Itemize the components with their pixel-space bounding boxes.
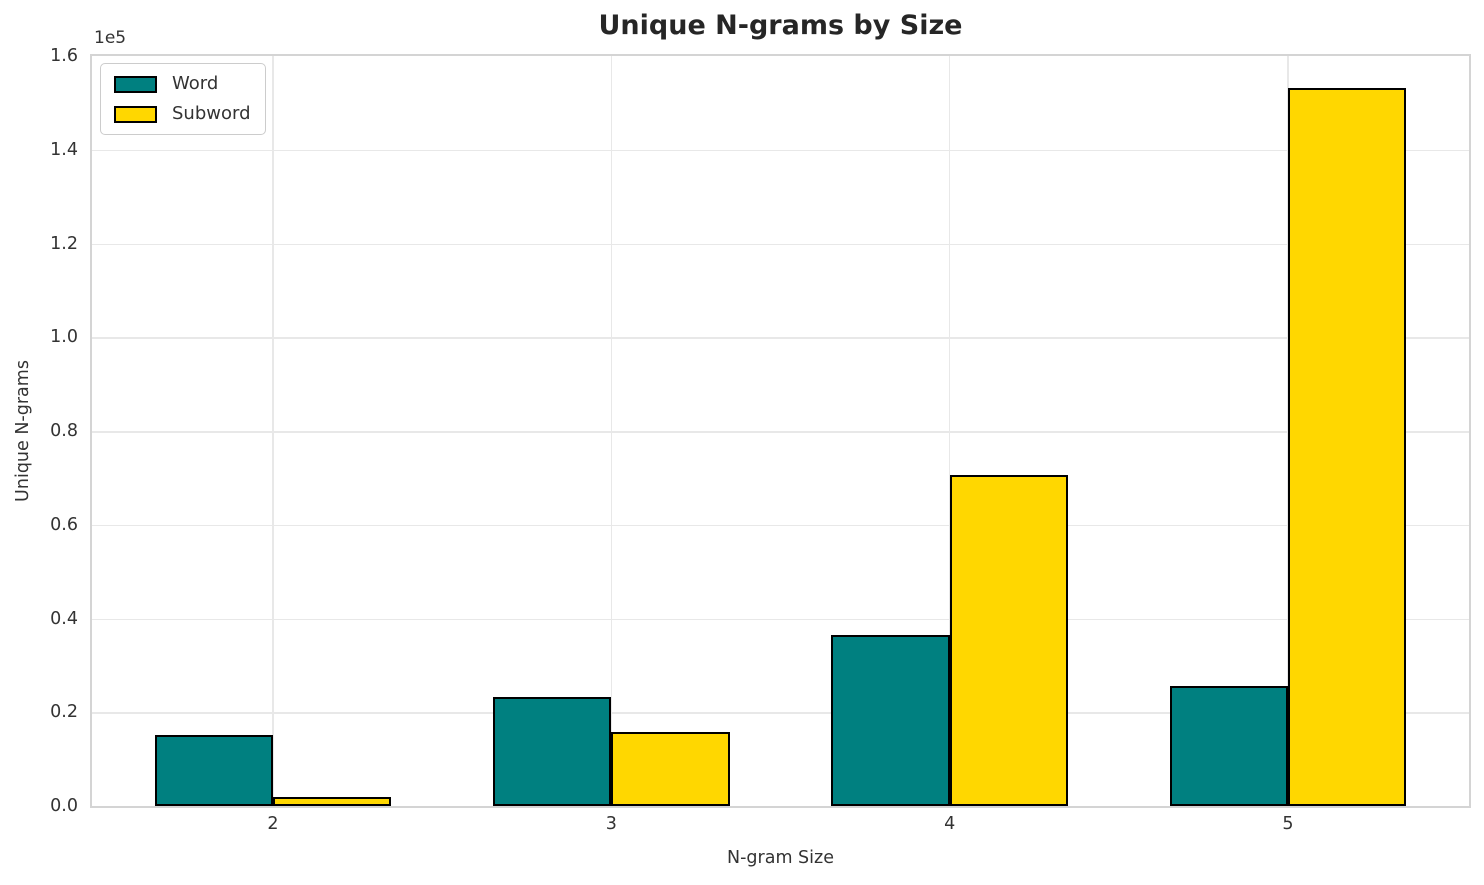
y-tick-label: 1.0 bbox=[50, 327, 78, 348]
legend-label-word: Word bbox=[172, 73, 219, 94]
chart-title: Unique N-grams by Size bbox=[598, 10, 963, 41]
bar-word-ngram-4 bbox=[831, 634, 950, 806]
plot-area: Word Subword bbox=[92, 56, 1469, 806]
legend: Word Subword bbox=[100, 63, 266, 136]
bar-subword-ngram-4 bbox=[949, 474, 1069, 806]
legend-item-word: Word bbox=[114, 73, 251, 95]
word-series-swatch bbox=[114, 75, 157, 93]
h-gridline bbox=[92, 431, 1469, 433]
y-axis-offset-text: 1e5 bbox=[94, 28, 127, 48]
y-tick-label: 0.4 bbox=[50, 608, 78, 629]
v-gridline bbox=[948, 56, 951, 806]
legend-item-subword: Subword bbox=[114, 102, 251, 125]
y-tick-label: 0.0 bbox=[50, 796, 78, 816]
bar-word-ngram-5 bbox=[1169, 686, 1288, 806]
y-tick-label: 0.2 bbox=[50, 702, 78, 723]
h-gridline bbox=[92, 524, 1469, 527]
y-tick-label: 1.6 bbox=[50, 46, 78, 66]
v-gridline bbox=[272, 56, 274, 806]
x-tick-label: 4 bbox=[944, 814, 956, 834]
h-gridline bbox=[92, 337, 1469, 339]
bar-subword-ngram-3 bbox=[611, 732, 730, 806]
h-gridline bbox=[92, 618, 1469, 620]
bar-subword-ngram-5 bbox=[1287, 88, 1407, 806]
x-axis-label: N-gram Size bbox=[727, 848, 834, 868]
h-gridline bbox=[92, 243, 1469, 245]
x-tick-label: 3 bbox=[605, 814, 617, 834]
x-tick-label: 5 bbox=[1282, 814, 1294, 834]
x-tick-label: 2 bbox=[267, 814, 279, 834]
bar-word-ngram-3 bbox=[492, 696, 612, 806]
subword-series-swatch bbox=[114, 105, 157, 123]
v-gridline bbox=[610, 56, 613, 806]
bar-subword-ngram-2 bbox=[273, 797, 392, 806]
y-tick-label: 0.6 bbox=[50, 514, 78, 535]
legend-label-subword: Subword bbox=[172, 102, 251, 124]
h-gridline bbox=[92, 149, 1469, 152]
y-tick-label: 1.2 bbox=[50, 233, 78, 254]
bar-word-ngram-2 bbox=[154, 734, 273, 806]
h-gridline bbox=[92, 712, 1469, 714]
y-tick-label: 0.8 bbox=[50, 421, 78, 441]
y-tick-label: 1.4 bbox=[50, 139, 78, 160]
